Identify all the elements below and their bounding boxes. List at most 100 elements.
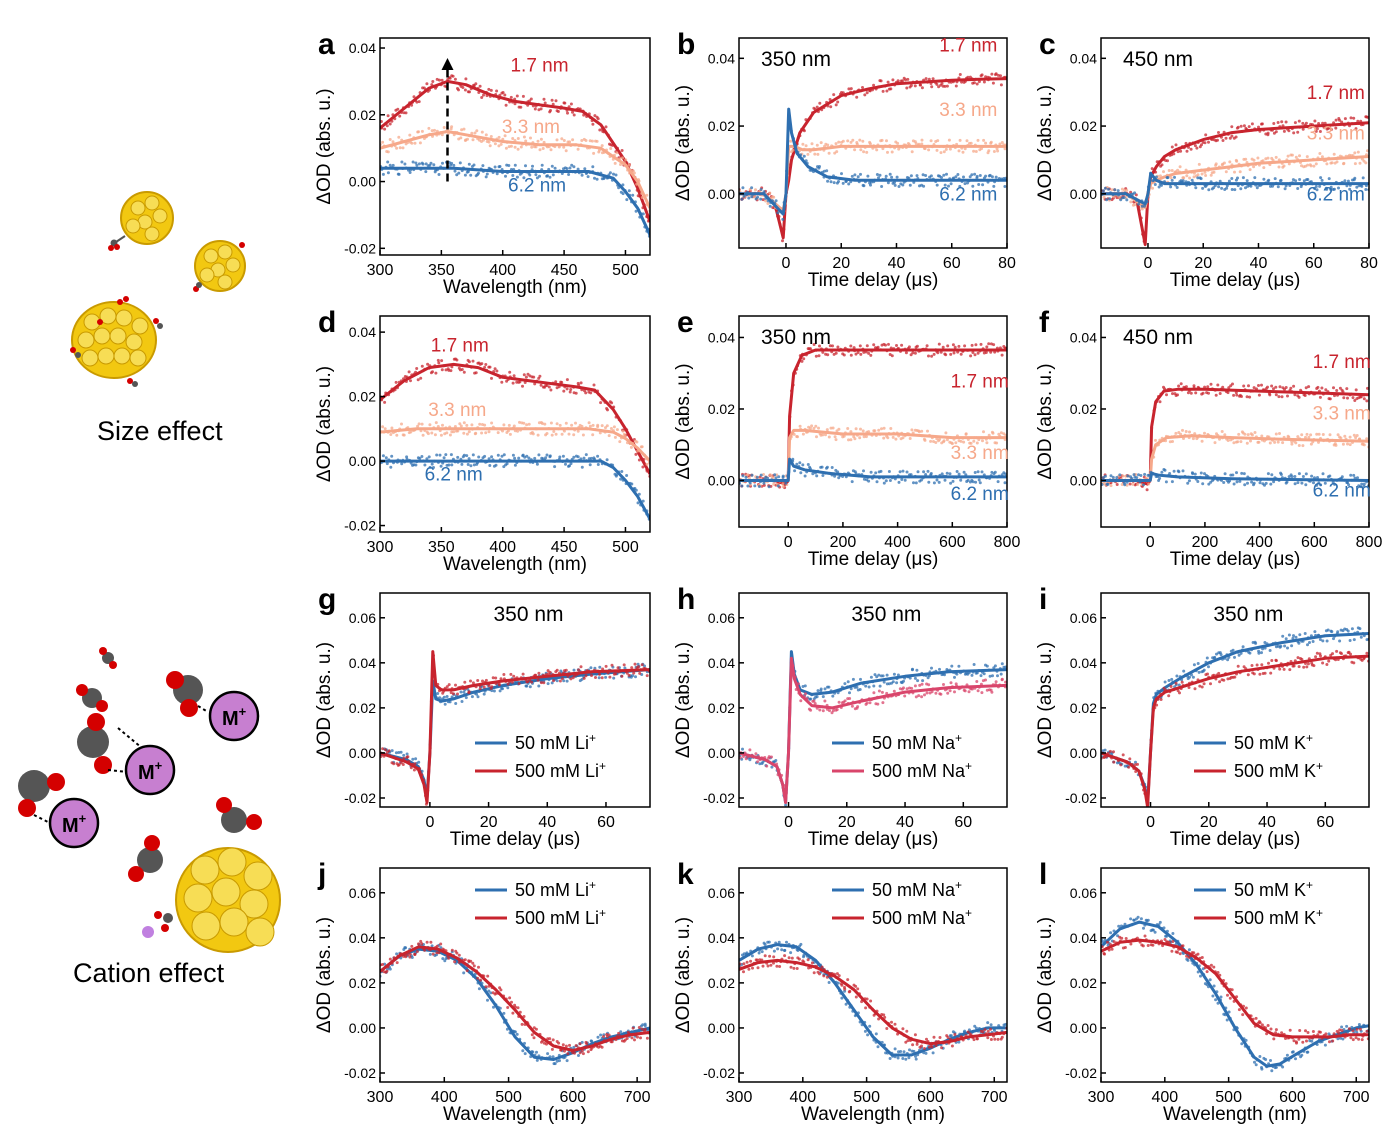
- data-point: [1318, 152, 1321, 155]
- data-point: [614, 436, 617, 439]
- data-point: [1243, 472, 1246, 475]
- data-point: [1164, 681, 1167, 684]
- data-point: [881, 691, 884, 694]
- data-point: [826, 180, 829, 183]
- data-point: [976, 175, 979, 178]
- data-point: [1127, 766, 1130, 769]
- data-point: [1338, 640, 1341, 643]
- data-point: [1222, 679, 1225, 682]
- data-point: [400, 751, 403, 754]
- data-point: [981, 470, 984, 473]
- data-point: [936, 139, 939, 142]
- data-point: [1244, 158, 1247, 161]
- data-point: [773, 950, 776, 953]
- panel-title: 450 nm: [1123, 48, 1193, 71]
- data-point: [1185, 430, 1188, 433]
- data-point: [381, 747, 384, 750]
- data-point: [588, 421, 591, 424]
- data-point: [599, 1034, 602, 1037]
- data-point: [1239, 170, 1242, 173]
- data-point: [605, 665, 608, 668]
- data-point: [1251, 664, 1254, 667]
- data-point: [1206, 385, 1209, 388]
- data-point: [835, 352, 838, 355]
- y-axis-label: ΔOD (abs. u.): [314, 88, 335, 204]
- data-point: [846, 978, 849, 981]
- data-point: [585, 1042, 588, 1045]
- data-point: [1283, 668, 1286, 671]
- data-point: [1125, 189, 1128, 192]
- data-point: [495, 464, 498, 467]
- data-point: [636, 1036, 639, 1039]
- data-point: [469, 174, 472, 177]
- data-point: [431, 80, 434, 83]
- data-point: [1203, 432, 1206, 435]
- data-point: [1102, 189, 1105, 192]
- data-point: [606, 408, 609, 411]
- data-point: [418, 162, 421, 165]
- data-point: [848, 691, 851, 694]
- data-point: [597, 463, 600, 466]
- plot-area: [379, 74, 651, 238]
- data-point: [1233, 483, 1236, 486]
- data-point: [1308, 641, 1311, 644]
- data-point: [472, 138, 475, 141]
- data-point: [919, 84, 922, 87]
- data-point: [460, 691, 463, 694]
- data-point: [1185, 174, 1188, 177]
- data-point: [938, 481, 941, 484]
- data-point: [463, 128, 466, 131]
- data-point: [1322, 472, 1325, 475]
- data-point: [1253, 482, 1256, 485]
- data-point: [1181, 681, 1184, 684]
- data-point: [628, 163, 631, 166]
- data-point: [1277, 441, 1280, 444]
- data-point: [867, 480, 870, 483]
- data-point: [1246, 395, 1249, 398]
- data-point: [987, 149, 990, 152]
- data-point: [621, 149, 624, 152]
- data-point: [463, 421, 466, 424]
- data-point: [943, 439, 946, 442]
- data-point: [497, 454, 500, 457]
- data-point: [389, 123, 392, 126]
- data-point: [774, 759, 777, 762]
- data-point: [479, 85, 482, 88]
- data-point: [592, 424, 595, 427]
- data-point: [876, 703, 879, 706]
- data-point: [952, 343, 955, 346]
- y-tick-label: 0.02: [708, 401, 735, 417]
- data-point: [571, 138, 574, 141]
- data-point: [457, 172, 460, 175]
- data-point: [612, 677, 615, 680]
- data-point: [917, 694, 920, 697]
- data-point: [907, 1056, 910, 1059]
- data-point: [884, 344, 887, 347]
- data-point: [1296, 481, 1299, 484]
- data-point: [384, 427, 387, 430]
- data-point: [746, 473, 749, 476]
- data-point: [772, 483, 775, 486]
- data-point: [927, 148, 930, 151]
- co2-molecule: [216, 797, 262, 833]
- data-point: [452, 692, 455, 695]
- data-point: [1217, 131, 1220, 134]
- data-point: [1342, 396, 1345, 399]
- data-point: [855, 996, 858, 999]
- data-point: [823, 700, 826, 703]
- data-point: [764, 954, 767, 957]
- data-point: [1177, 385, 1180, 388]
- data-point: [958, 149, 961, 152]
- y-tick-label: 0.04: [349, 655, 376, 671]
- data-point: [414, 142, 417, 145]
- data-point: [817, 427, 820, 430]
- data-point: [1231, 383, 1234, 386]
- data-point: [389, 466, 392, 469]
- data-point: [885, 175, 888, 178]
- data-point: [1285, 386, 1288, 389]
- data-point: [568, 1044, 571, 1047]
- data-point: [1235, 136, 1238, 139]
- x-tick-label: 60: [1305, 255, 1323, 272]
- data-point: [844, 699, 847, 702]
